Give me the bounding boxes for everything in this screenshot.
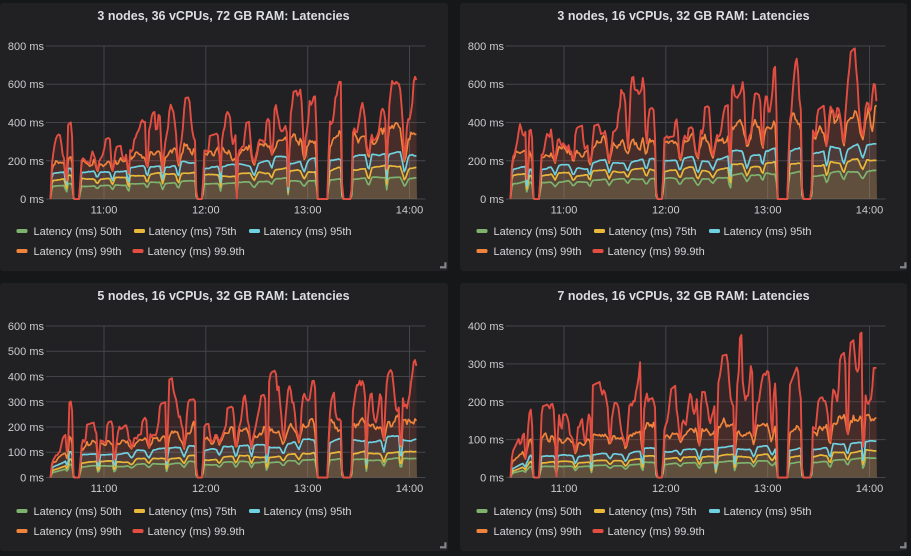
svg-text:500 ms: 500 ms <box>8 346 45 358</box>
svg-text:Latency (ms) 95th: Latency (ms) 95th <box>723 226 811 238</box>
svg-text:14:00: 14:00 <box>396 205 424 217</box>
svg-text:0 ms: 0 ms <box>20 473 44 485</box>
svg-text:Latency (ms) 95th: Latency (ms) 95th <box>264 506 352 518</box>
svg-text:5 nodes, 16 vCPUs, 32 GB RAM:: 5 nodes, 16 vCPUs, 32 GB RAM: Latencies <box>97 289 349 303</box>
svg-text:400 ms: 400 ms <box>8 118 45 130</box>
svg-text:Latency (ms) 75th: Latency (ms) 75th <box>608 506 696 518</box>
svg-text:600 ms: 600 ms <box>8 321 45 333</box>
svg-text:Latency (ms) 50th: Latency (ms) 50th <box>493 226 581 238</box>
svg-text:11:00: 11:00 <box>91 483 118 495</box>
svg-text:12:00: 12:00 <box>192 483 220 495</box>
svg-text:400 ms: 400 ms <box>467 321 504 333</box>
svg-text:Latency (ms) 75th: Latency (ms) 75th <box>608 226 696 238</box>
svg-text:100 ms: 100 ms <box>8 447 45 459</box>
svg-text:13:00: 13:00 <box>753 205 781 217</box>
svg-text:3 nodes, 36 vCPUs, 72 GB RAM:: 3 nodes, 36 vCPUs, 72 GB RAM: Latencies <box>97 9 349 23</box>
svg-text:0 ms: 0 ms <box>480 194 504 206</box>
svg-text:800 ms: 800 ms <box>8 41 45 53</box>
svg-text:13:00: 13:00 <box>753 483 781 495</box>
svg-text:100 ms: 100 ms <box>467 435 504 447</box>
svg-text:Latency (ms) 50th: Latency (ms) 50th <box>34 506 122 518</box>
svg-text:3 nodes, 16 vCPUs, 32 GB RAM:: 3 nodes, 16 vCPUs, 32 GB RAM: Latencies <box>557 9 809 23</box>
svg-text:Latency (ms) 50th: Latency (ms) 50th <box>34 226 122 238</box>
svg-text:11:00: 11:00 <box>91 205 118 217</box>
svg-text:Latency (ms) 99th: Latency (ms) 99th <box>34 526 122 538</box>
svg-text:300 ms: 300 ms <box>467 359 504 371</box>
svg-text:Latency (ms) 99th: Latency (ms) 99th <box>493 246 581 258</box>
svg-text:600 ms: 600 ms <box>467 79 504 91</box>
svg-text:12:00: 12:00 <box>652 483 680 495</box>
svg-text:400 ms: 400 ms <box>467 118 504 130</box>
svg-text:11:00: 11:00 <box>550 483 577 495</box>
svg-text:300 ms: 300 ms <box>8 397 45 409</box>
svg-text:12:00: 12:00 <box>192 205 220 217</box>
svg-text:Latency (ms) 50th: Latency (ms) 50th <box>493 506 581 518</box>
svg-text:Latency (ms) 99.9th: Latency (ms) 99.9th <box>607 526 704 538</box>
svg-text:Latency (ms) 99th: Latency (ms) 99th <box>34 246 122 258</box>
svg-text:12:00: 12:00 <box>652 205 680 217</box>
svg-text:600 ms: 600 ms <box>8 79 45 91</box>
svg-text:200 ms: 200 ms <box>8 156 45 168</box>
svg-text:400 ms: 400 ms <box>8 372 45 384</box>
svg-text:14:00: 14:00 <box>396 483 424 495</box>
svg-text:7 nodes, 16 vCPUs, 32 GB RAM:: 7 nodes, 16 vCPUs, 32 GB RAM: Latencies <box>557 289 809 303</box>
svg-text:Latency (ms) 75th: Latency (ms) 75th <box>149 226 237 238</box>
svg-text:800 ms: 800 ms <box>467 41 504 53</box>
svg-text:Latency (ms) 99.9th: Latency (ms) 99.9th <box>148 246 245 258</box>
svg-text:Latency (ms) 99.9th: Latency (ms) 99.9th <box>607 246 704 258</box>
svg-text:0 ms: 0 ms <box>480 473 504 485</box>
svg-text:13:00: 13:00 <box>294 483 322 495</box>
svg-text:Latency (ms) 99.9th: Latency (ms) 99.9th <box>148 526 245 538</box>
svg-text:11:00: 11:00 <box>550 205 577 217</box>
svg-text:Latency (ms) 95th: Latency (ms) 95th <box>264 226 352 238</box>
svg-text:14:00: 14:00 <box>855 205 883 217</box>
svg-text:14:00: 14:00 <box>855 483 883 495</box>
svg-text:200 ms: 200 ms <box>8 422 45 434</box>
svg-text:Latency (ms) 99th: Latency (ms) 99th <box>493 526 581 538</box>
svg-text:Latency (ms) 75th: Latency (ms) 75th <box>149 506 237 518</box>
svg-text:200 ms: 200 ms <box>467 397 504 409</box>
svg-text:0 ms: 0 ms <box>20 194 44 206</box>
svg-text:200 ms: 200 ms <box>467 156 504 168</box>
svg-text:13:00: 13:00 <box>294 205 322 217</box>
svg-text:Latency (ms) 95th: Latency (ms) 95th <box>723 506 811 518</box>
